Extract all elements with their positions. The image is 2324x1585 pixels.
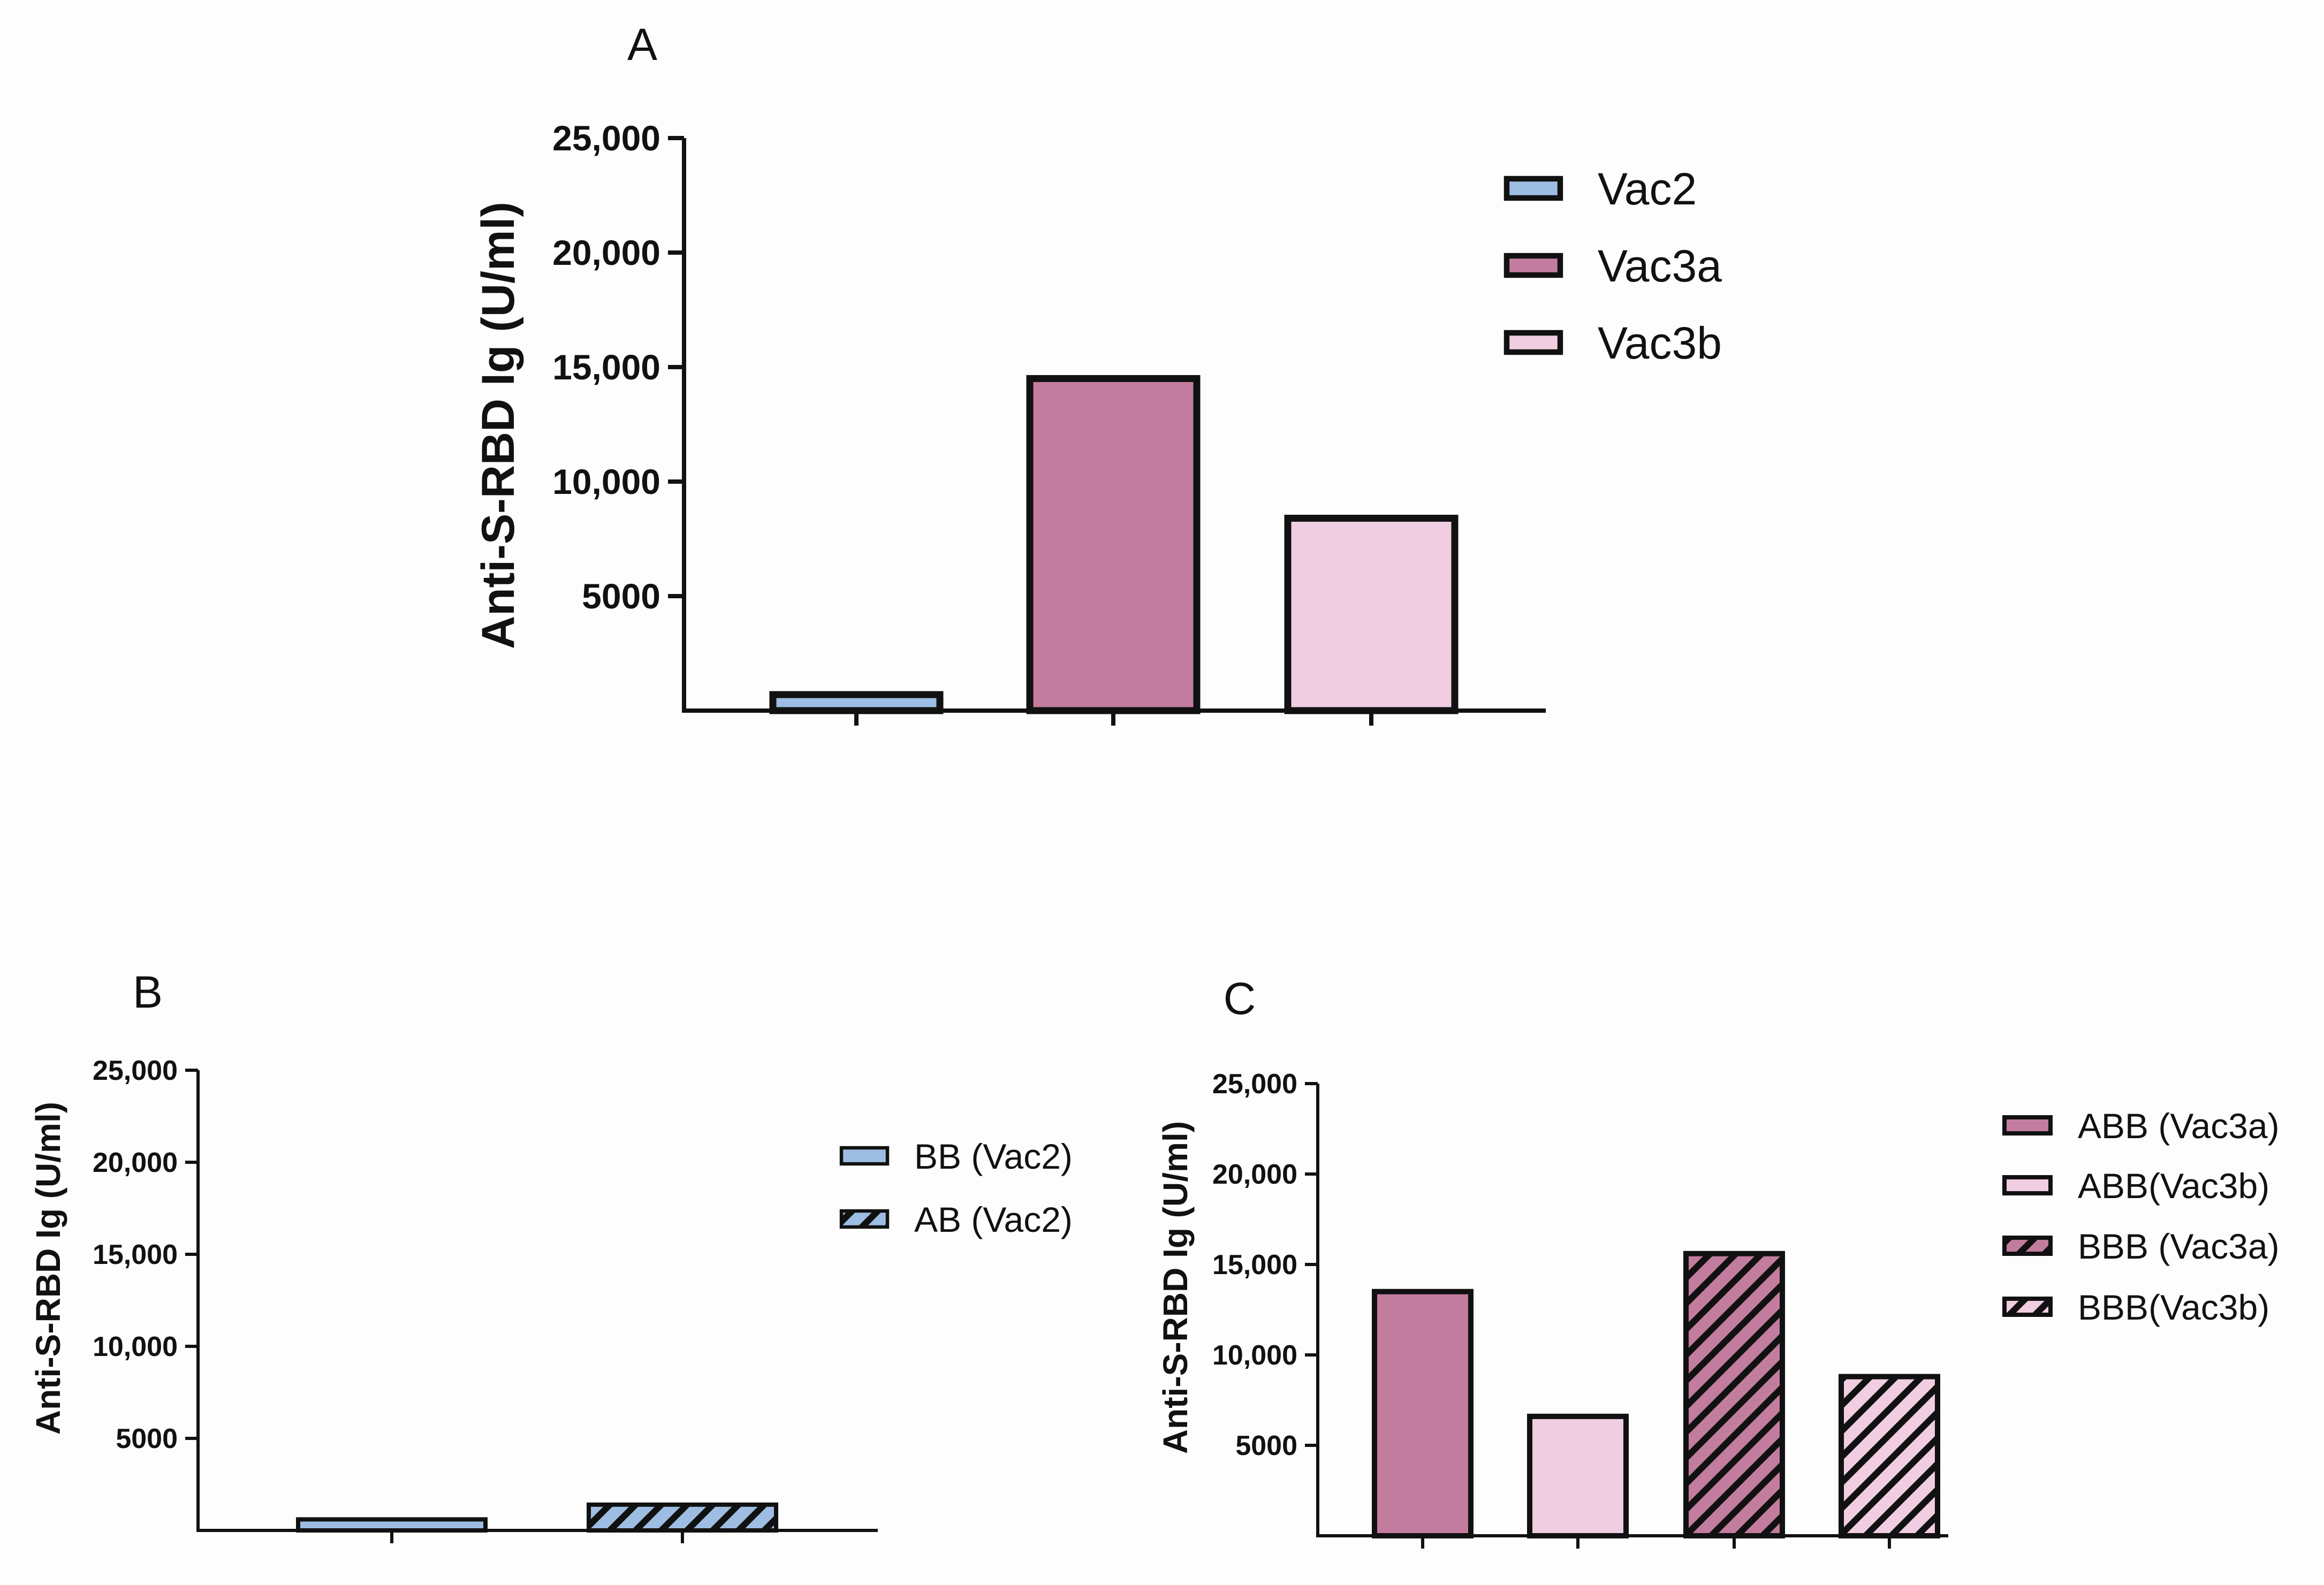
bar-b-0 bbox=[296, 1517, 488, 1533]
legend-swatch-0 bbox=[839, 1146, 890, 1166]
y-tick-label-0: 5000 bbox=[1235, 1430, 1297, 1461]
legend-label-1: ABB(Vac3b) bbox=[2078, 1166, 2269, 1206]
legend-swatch-2 bbox=[1503, 330, 1563, 355]
panel-label-a: A bbox=[627, 19, 657, 70]
bar-c-0 bbox=[1372, 1289, 1474, 1538]
y-tick-label-3: 20,000 bbox=[552, 233, 660, 272]
y-tick-label-2: 15,000 bbox=[93, 1239, 178, 1270]
bar-a-1 bbox=[1026, 375, 1201, 714]
y-axis-title-a: Anti-S-RBD Ig (U/ml) bbox=[473, 202, 524, 649]
bar-chart-a: 5000 10,000 15,000 20,000 25,000 Vac2 Vac3a Vac… bbox=[552, 118, 1722, 726]
legend-label-0: ABB (Vac3a) bbox=[2078, 1106, 2280, 1146]
y-tick-label-0: 5000 bbox=[116, 1423, 178, 1454]
panel-label-c: C bbox=[1224, 973, 1256, 1024]
bar-a-2 bbox=[1284, 514, 1459, 714]
y-tick-label-3: 20,000 bbox=[93, 1147, 178, 1178]
legend-label-3: BBB(Vac3b) bbox=[2078, 1287, 2269, 1327]
bar-c-1 bbox=[1527, 1413, 1629, 1538]
legend-label-2: BBB (Vac3a) bbox=[2078, 1226, 2280, 1266]
bar-b-1 bbox=[587, 1502, 778, 1533]
panel-label-b: B bbox=[133, 967, 163, 1017]
y-tick-label-4: 25,000 bbox=[1212, 1069, 1297, 1100]
legend-swatch-1 bbox=[839, 1209, 890, 1229]
bar-c-2 bbox=[1683, 1251, 1785, 1538]
legend-swatch-1 bbox=[2002, 1175, 2053, 1195]
y-tick-label-2: 15,000 bbox=[552, 347, 660, 387]
y-tick-label-1: 10,000 bbox=[93, 1331, 178, 1362]
y-tick-label-1: 10,000 bbox=[552, 462, 660, 501]
bar-c-3 bbox=[1839, 1374, 1940, 1539]
legend-label-1: AB (Vac2) bbox=[914, 1200, 1073, 1239]
legend-label-2: Vac3b bbox=[1598, 318, 1722, 368]
bar-chart-b: 5000 10,000 15,000 20,000 25,000 BB (Vac2) AB … bbox=[93, 1055, 1073, 1543]
y-tick-label-4: 25,000 bbox=[93, 1055, 178, 1086]
y-tick-label-4: 25,000 bbox=[552, 118, 660, 158]
legend-label-0: BB (Vac2) bbox=[914, 1137, 1073, 1176]
y-tick-label-3: 20,000 bbox=[1212, 1159, 1297, 1190]
legend-swatch-3 bbox=[2002, 1297, 2053, 1317]
y-tick-label-2: 15,000 bbox=[1212, 1249, 1297, 1281]
legend-swatch-2 bbox=[2002, 1236, 2053, 1256]
y-axis-title-c: Anti-S-RBD Ig (U/ml) bbox=[1156, 1121, 1195, 1454]
legend-swatch-0 bbox=[2002, 1115, 2053, 1136]
y-tick-label-1: 10,000 bbox=[1212, 1340, 1297, 1371]
legend-swatch-0 bbox=[1503, 176, 1563, 201]
legend-label-0: Vac2 bbox=[1598, 164, 1697, 214]
legend-label-1: Vac3a bbox=[1598, 241, 1722, 291]
bar-chart-c: 5000 10,000 15,000 20,000 25,000 ABB (Vac3a) A… bbox=[1212, 1069, 2280, 1549]
y-axis-title-b: Anti-S-RBD Ig (U/ml) bbox=[29, 1102, 67, 1435]
y-tick-label-0: 5000 bbox=[582, 576, 660, 616]
legend-swatch-1 bbox=[1503, 253, 1563, 278]
bar-a-0 bbox=[769, 691, 944, 714]
